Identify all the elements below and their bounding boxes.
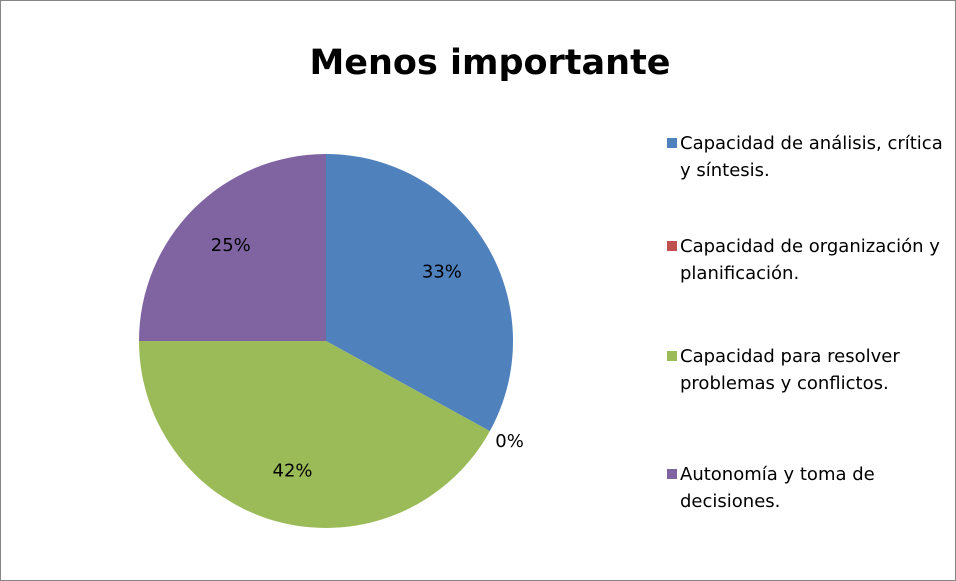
data-label: 33% xyxy=(422,261,462,282)
legend-label: Capacidad de análisis, crítica y síntesi… xyxy=(680,133,943,181)
legend-swatch xyxy=(667,469,677,479)
data-label: 25% xyxy=(211,235,251,256)
legend-label: Autonomía y toma de decisiones. xyxy=(680,464,875,512)
legend-entry: Capacidad para resolver problemas y conf… xyxy=(667,343,950,397)
data-label: 0% xyxy=(495,431,524,452)
legend-entry: Autonomía y toma de decisiones. xyxy=(667,461,950,515)
legend-swatch xyxy=(667,241,677,251)
legend-label: Capacidad para resolver problemas y conf… xyxy=(680,346,900,394)
pie-slice xyxy=(326,154,514,432)
legend-label: Capacidad de organización y planificació… xyxy=(680,236,940,284)
legend-swatch xyxy=(667,138,677,148)
pie-slice xyxy=(139,154,326,341)
pie-slice xyxy=(139,341,490,529)
legend-entry: Capacidad de análisis, crítica y síntesi… xyxy=(667,130,950,184)
data-label: 42% xyxy=(273,460,313,481)
legend-entry: Capacidad de organización y planificació… xyxy=(667,233,950,287)
legend-swatch xyxy=(667,351,677,361)
chart-title: Menos importante xyxy=(309,43,670,83)
